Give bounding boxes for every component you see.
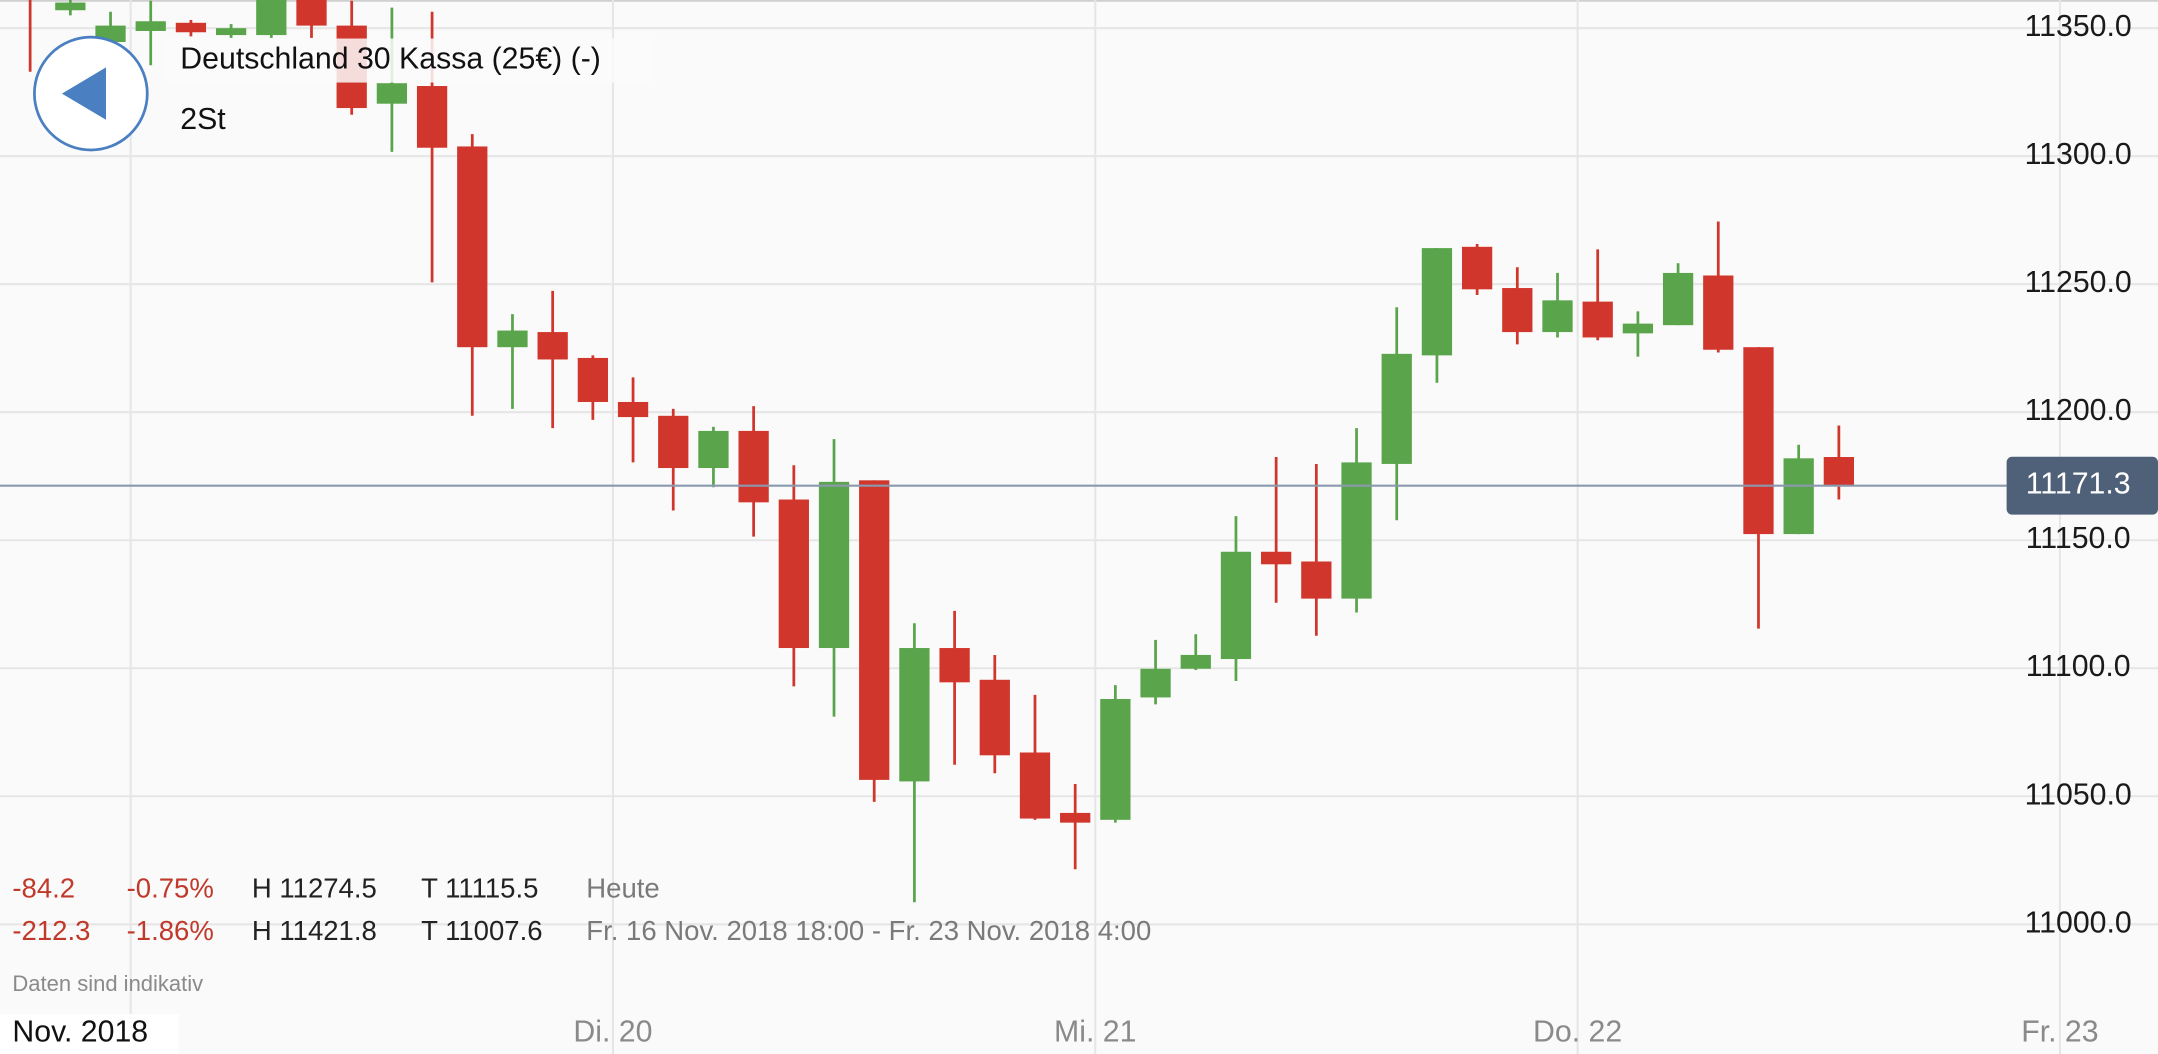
candle-body (457, 146, 488, 348)
x-tick-label: Fr. 23 (2021, 1015, 2098, 1048)
back-arrow[interactable] (61, 67, 106, 120)
change: -212.3 (12, 915, 90, 946)
candle-body (1060, 812, 1091, 823)
y-tick-label: 11150.0 (2026, 522, 2131, 555)
chart-title: Deutschland 30 Kassa (25€) (-) (180, 43, 601, 76)
y-tick-label: 11250.0 (2025, 266, 2132, 299)
candle-body (979, 679, 1010, 756)
candle-body (1703, 275, 1734, 350)
last-price-label: 11171.3 (2026, 468, 2131, 501)
candle-body (55, 2, 86, 11)
candle-body (1220, 551, 1252, 660)
y-tick-label: 11200.0 (2025, 394, 2132, 427)
candle-body (256, 0, 287, 36)
candle-body (1502, 288, 1533, 333)
candle-body (658, 415, 689, 469)
candle-body (1662, 272, 1694, 326)
candle-body (135, 21, 166, 31)
x-tick-label: Mi. 21 (1054, 1015, 1136, 1048)
candle-body (1743, 347, 1774, 535)
candles (28, 0, 1855, 903)
y-tick-label: 11100.0 (2026, 650, 2131, 683)
candle-body (698, 430, 729, 469)
candle-body (577, 357, 608, 402)
chart-subtitle: 2St (180, 103, 226, 136)
candle-body (1381, 353, 1412, 464)
candle-body (778, 499, 809, 649)
candle-body (1461, 246, 1493, 290)
period: Heute (586, 873, 659, 904)
y-tick-label: 11000.0 (2025, 906, 2132, 939)
period: Fr. 16 Nov. 2018 18:00 - Fr. 23 Nov. 201… (586, 915, 1151, 946)
candle-body (1261, 551, 1292, 565)
candle-body (1542, 300, 1573, 333)
change-pct: -1.86% (127, 915, 214, 946)
candle-body (617, 401, 649, 418)
month-label-background (0, 1014, 179, 1054)
candle-body (899, 648, 930, 782)
candle-body (1421, 248, 1453, 356)
candle-body (497, 330, 528, 348)
y-tick-label: 11300.0 (2025, 138, 2132, 171)
candle-body (215, 28, 247, 36)
high: H 11274.5 (252, 873, 377, 904)
candle-body (1582, 301, 1613, 338)
y-tick-label: 11350.0 (2025, 10, 2132, 43)
candle-body (1180, 654, 1211, 669)
candle-body (416, 86, 448, 148)
candle-body (939, 648, 970, 683)
candle-body (1140, 668, 1171, 698)
change: -84.2 (12, 873, 75, 904)
candle-body (818, 481, 850, 649)
x-tick-label: Di. 20 (573, 1015, 652, 1048)
x-tick-label: Nov. 2018 (12, 1015, 148, 1048)
low: T 11115.5 (421, 873, 538, 904)
candle-body (376, 83, 408, 104)
candle-body (537, 332, 568, 360)
candle-body (859, 480, 890, 780)
candle-body (296, 0, 327, 26)
candle-body (1783, 458, 1814, 535)
candle-body (1823, 457, 1855, 486)
high: H 11421.8 (252, 915, 377, 946)
candle-body (1301, 561, 1332, 599)
last-price-box (2006, 456, 2158, 515)
candle-body (1100, 698, 1131, 820)
x-tick-label: Do. 22 (1533, 1015, 1622, 1048)
overlay: Deutschland 30 Kassa (25€) (-) 2St -84.2… (0, 10, 2158, 1054)
disclaimer: Daten sind indikativ (12, 971, 203, 996)
change-pct: -0.75% (127, 873, 214, 904)
candle-body (1622, 323, 1654, 334)
candle-body (738, 430, 769, 503)
back-button[interactable] (33, 35, 149, 152)
low: T 11007.6 (421, 915, 542, 946)
candle-body (1019, 752, 1051, 819)
y-tick-label: 11050.0 (2025, 778, 2132, 811)
title-background (165, 38, 654, 83)
candle-body (1341, 462, 1372, 599)
candle-body (175, 22, 207, 33)
